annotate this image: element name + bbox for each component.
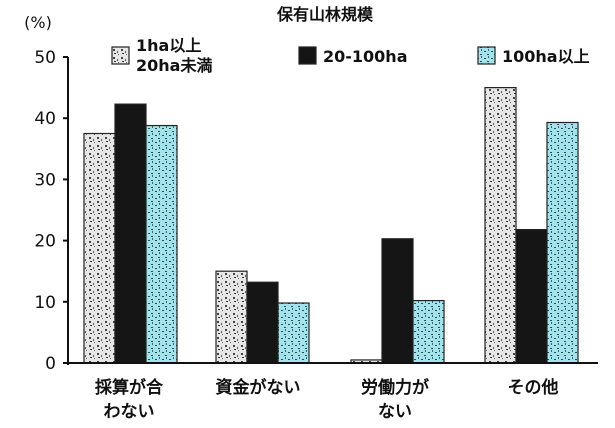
y-tick-label: 30 [34,170,56,190]
legend: 1ha以上 20ha未満 20-100ha 100ha以上 [112,36,590,75]
y-axis: 0 10 20 30 40 50 [34,48,68,374]
bars [68,88,598,363]
bar [146,126,177,363]
y-axis-unit: (%) [24,13,52,32]
bar [84,134,115,364]
bar-group [84,104,177,363]
chart-title: 保有山林規模 [276,5,374,24]
bar-group [351,239,444,363]
legend-label: 1ha以上 20ha未満 [136,36,212,75]
x-category-label: その他 [508,377,559,398]
x-category-label: 採算が合わない [95,377,164,422]
legend-swatch [112,47,129,64]
legend-label: 20-100ha [323,47,408,66]
x-axis-labels: 採算が合わない 資金がない 労働力がない その他 [95,377,559,422]
bar [547,122,578,363]
legend-swatch [299,47,316,64]
legend-item: 100ha以上 [478,47,590,66]
bar [216,271,247,363]
bar [382,239,413,363]
bar [413,301,444,363]
bar [485,88,516,363]
y-tick-label: 10 [34,293,56,313]
bar-group [216,271,309,363]
legend-label: 100ha以上 [502,47,590,66]
y-tick-label: 40 [34,109,56,129]
y-tick-label: 20 [34,232,56,252]
x-category-label: 資金がない [216,377,301,398]
legend-item: 1ha以上 20ha未満 [112,36,212,75]
x-category-label: 労働力がない [361,377,429,422]
y-tick-label: 50 [34,48,56,68]
legend-item: 20-100ha [299,47,408,66]
bar [516,230,547,363]
bar [278,303,309,363]
legend-swatch [478,47,495,64]
bar-group [485,88,578,363]
bar [247,282,278,363]
bar [115,104,146,363]
y-tick-label: 0 [45,354,56,374]
